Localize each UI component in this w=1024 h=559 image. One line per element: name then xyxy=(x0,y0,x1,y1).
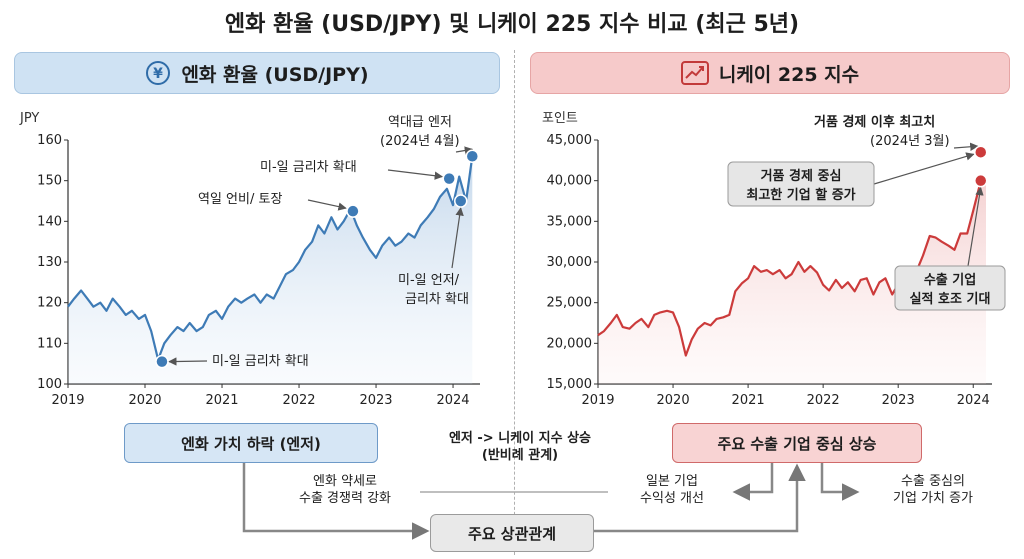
trend-up-icon xyxy=(680,61,709,85)
nikkei-ytick-label: 20,000 xyxy=(547,336,593,351)
jpy-ann-mid: 역일 언비/ 토장 xyxy=(198,192,282,207)
flow-left-note: 엔화 약세로 수출 경쟁력 강화 xyxy=(260,473,430,507)
jpy-annotation-marker xyxy=(442,171,456,186)
jpy-annotation-marker xyxy=(465,149,480,164)
panel-divider xyxy=(514,50,515,555)
nikkei-series-line xyxy=(597,179,987,357)
flow-red-box: 주요 수출 기업 중심 상승 xyxy=(672,423,922,463)
nikkei-panel-title: 니케이 225 지수 xyxy=(718,63,860,86)
nikkei-annotation-marker xyxy=(973,145,988,159)
jpy-xtick-label: 2021 xyxy=(205,393,238,408)
jpy-annotation-leader xyxy=(307,199,347,211)
nikkei-ann-peak-a: 거품 경제 이후 최고치 xyxy=(814,114,935,130)
nikkei-annotation-leader xyxy=(953,142,979,151)
flow-right-note-a: 수출 중심의 xyxy=(901,474,965,489)
arrow-red-to-right xyxy=(820,463,860,501)
nikkei-ann-box2-a: 수출 기업 xyxy=(924,272,976,288)
flow-mid-note: 일본 기업 수익성 개선 xyxy=(610,473,734,507)
jpy-series-line xyxy=(67,156,474,361)
jpy-ytick-label: 110 xyxy=(37,336,62,351)
jpy-annotation-marker xyxy=(453,194,468,208)
page-title: 엔화 환율 (USD/JPY) 및 니케이 225 지수 비교 (최근 5년) xyxy=(224,12,800,37)
yen-icon: ¥ xyxy=(145,60,171,86)
svg-text:¥: ¥ xyxy=(154,66,164,82)
flow-right-note: 수출 중심의 기업 가치 증가 xyxy=(858,473,1008,507)
jpy-xtick-label: 2020 xyxy=(128,393,161,408)
nikkei-ylabel: 포인트 xyxy=(542,111,578,126)
nikkei-panel-header: 니케이 225 지수 xyxy=(530,52,1010,94)
jpy-ann-peak-a: 역대급 엔저 xyxy=(388,115,452,130)
jpy-ann-low: 미-일 금리차 확대 xyxy=(212,354,309,369)
flow-blue-box: 엔화 가치 하락 (엔저) xyxy=(124,423,378,463)
nikkei-ytick-label: 45,000 xyxy=(547,133,593,148)
nikkei-ytick-label: 25,000 xyxy=(547,296,593,311)
flow-mid-note-b: 수익성 개선 xyxy=(640,491,704,506)
arrow-red-to-mid xyxy=(732,463,774,501)
jpy-xtick-label: 2024 xyxy=(436,393,469,408)
nikkei-xtick-label: 2023 xyxy=(882,393,915,408)
jpy-annotation-leader xyxy=(455,146,474,155)
nikkei-ytick-label: 40,000 xyxy=(547,174,593,189)
jpy-ytick-label: 130 xyxy=(37,255,62,270)
jpy-ytick-label: 150 xyxy=(37,174,62,189)
jpy-xtick-label: 2019 xyxy=(51,393,84,408)
jpy-annotation-leader xyxy=(168,357,208,366)
flow-right-note-b: 기업 가치 증가 xyxy=(892,491,974,506)
nikkei-ytick-label: 35,000 xyxy=(547,214,593,229)
jpy-area-fill xyxy=(68,156,473,384)
nikkei-ytick-label: 30,000 xyxy=(547,255,593,270)
jpy-ytick-label: 100 xyxy=(37,377,62,392)
flow-mid-note-a: 일본 기업 xyxy=(646,474,698,489)
jpy-xtick-label: 2022 xyxy=(282,393,315,408)
jpy-annotation-leader xyxy=(387,169,444,180)
nikkei-xtick-label: 2020 xyxy=(657,393,690,408)
jpy-xtick-label: 2023 xyxy=(359,393,392,408)
nikkei-xtick-label: 2022 xyxy=(807,393,840,408)
arrow-blue-to-gray xyxy=(242,461,430,540)
flow-left-note-a: 엔화 약세로 xyxy=(313,474,377,489)
nikkei-area-fill xyxy=(598,180,986,384)
nikkei-annotation-marker xyxy=(973,173,988,188)
jpy-ytick-label: 140 xyxy=(37,214,62,229)
arrow-gray-to-red xyxy=(592,463,806,533)
jpy-ann-gap2b: 금리차 확대 xyxy=(405,292,469,307)
nikkei-chart: 포인트 15,000 20,000 25,000 30,000 35,000 40,000… xyxy=(542,111,1006,408)
jpy-ann-gap2a: 미-일 언저/ xyxy=(398,273,460,288)
nikkei-ann-box2 xyxy=(894,265,1006,311)
nikkei-xtick-label: 2024 xyxy=(957,393,990,408)
jpy-ann-peak-b: (2024년 4월) xyxy=(380,134,460,149)
nikkei-ann-box1 xyxy=(727,161,875,207)
jpy-ytick-label: 160 xyxy=(37,133,62,148)
flow-center-note: 엔저 -> 니케이 지수 상승 (반비례 관계) xyxy=(410,430,630,464)
nikkei-ytick-label: 15,000 xyxy=(547,377,593,392)
flow-gray-box: 주요 상관관계 xyxy=(430,514,594,552)
flow-left-note-b: 수출 경쟁력 강화 xyxy=(299,491,391,506)
jpy-annotation-marker xyxy=(155,354,169,369)
nikkei-ann-box1-a: 거품 경제 중심 xyxy=(761,168,842,184)
nikkei-annotation-leader xyxy=(967,186,984,267)
nikkei-xtick-label: 2021 xyxy=(732,393,765,408)
jpy-ylabel: JPY xyxy=(19,111,39,126)
jpy-annotation-marker xyxy=(346,204,360,218)
nikkei-ann-box2-b: 실적 호조 기대 xyxy=(910,291,991,307)
jpy-ann-gap: 미-일 금리차 확대 xyxy=(260,160,357,175)
jpy-annotation-leader xyxy=(451,207,464,269)
nikkei-ann-box1-b: 최고한 기업 할 증가 xyxy=(746,187,855,203)
jpy-chart: JPY 100 110 120 130 140 150 160 2019 2020 2021 202… xyxy=(19,111,480,408)
jpy-panel-header: ¥ 엔화 환율 (USD/JPY) xyxy=(14,52,500,94)
flow-center-note-b: (반비례 관계) xyxy=(481,448,559,463)
nikkei-annotation-leader xyxy=(873,152,975,185)
nikkei-xtick-label: 2019 xyxy=(581,393,614,408)
flow-center-note-a: 엔저 -> 니케이 지수 상승 xyxy=(448,431,592,446)
nikkei-ann-peak-b: (2024년 3월) xyxy=(870,134,950,149)
jpy-ytick-label: 120 xyxy=(37,296,62,311)
jpy-panel-title: 엔화 환율 (USD/JPY) xyxy=(181,63,369,86)
